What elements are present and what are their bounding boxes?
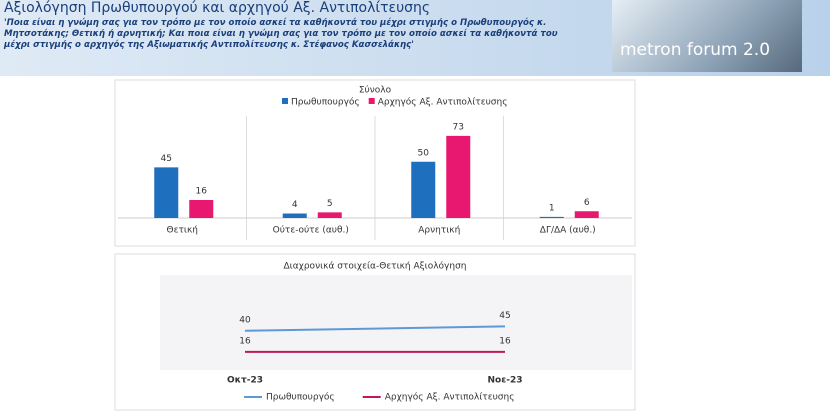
bar <box>317 212 342 218</box>
legend-label: Πρωθυπουργός <box>291 97 360 108</box>
data-label: 16 <box>499 336 511 346</box>
data-label: 45 <box>499 311 510 321</box>
x-tick-label: Αρνητική <box>418 226 460 236</box>
bar <box>539 216 564 218</box>
legend-swatch <box>368 98 375 104</box>
x-tick-label: ΔΓ/ΔΑ (αυθ.) <box>540 226 596 236</box>
bar <box>446 135 471 218</box>
header: Αξιολόγηση Πρωθυπουργού και αρχηγού Αξ. … <box>0 0 830 76</box>
bar <box>411 161 436 218</box>
legend-label: Αρχηγός Αξ. Αντιπολίτευσης <box>385 392 515 403</box>
chart-title: Διαχρονικά στοιχεία-Θετική Αξιολόγηση <box>284 261 467 272</box>
data-label: 16 <box>239 336 251 346</box>
legend-swatch <box>282 98 288 104</box>
legend-label: Αρχηγός Αξ. Αντιπολίτευσης <box>378 97 508 108</box>
legend-label: Πρωθυπουργός <box>266 392 335 403</box>
chart-title: Σύνολο <box>359 85 392 96</box>
plot-area <box>160 275 632 370</box>
logo-text: metron forum 2.0 <box>620 40 771 60</box>
data-label: 1 <box>549 203 555 213</box>
data-label: 5 <box>327 199 333 209</box>
header-title: Αξιολόγηση Πρωθυπουργού και αρχηγού Αξ. … <box>4 0 431 16</box>
data-label: 50 <box>418 148 430 158</box>
series-line <box>244 325 506 332</box>
bar <box>154 167 179 218</box>
logo: metron forum 2.0 <box>612 0 802 72</box>
data-label: 45 <box>161 154 172 164</box>
data-label: 40 <box>239 315 251 325</box>
bar <box>574 211 599 218</box>
data-label: 16 <box>196 187 208 197</box>
data-label: 6 <box>584 198 590 208</box>
data-label: 4 <box>292 200 298 210</box>
bar <box>282 213 307 218</box>
header-subtitle: 'Ποια είναι η γνώμη σας για τον τρόπο με… <box>4 18 558 50</box>
x-tick-label: Ούτε-ούτε (αυθ.) <box>273 225 349 236</box>
data-label: 73 <box>453 122 464 132</box>
x-tick-label: Οκτ-23 <box>227 376 263 386</box>
x-tick-label: Θετική <box>167 226 198 236</box>
x-tick-label: Νοε-23 <box>488 376 523 386</box>
bar <box>189 200 214 218</box>
